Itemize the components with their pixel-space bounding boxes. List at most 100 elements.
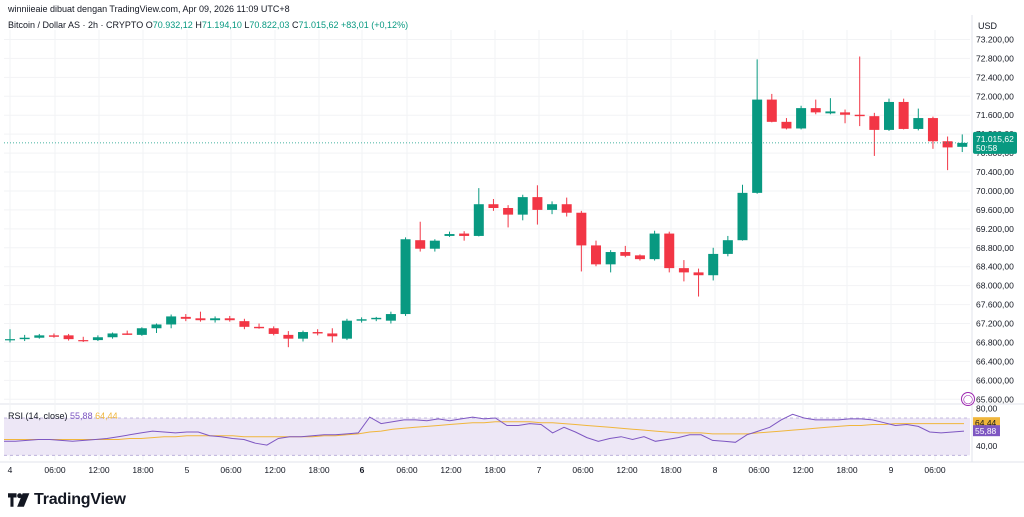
x-tick-label: 12:00 bbox=[792, 465, 814, 475]
rsi-label: RSI (14, close) bbox=[8, 411, 68, 421]
alert-bell-icon[interactable]: ◯ bbox=[961, 392, 975, 406]
tradingview-logo-icon bbox=[8, 493, 30, 507]
y-tick-label: 72.400,00 bbox=[976, 72, 1014, 82]
candle-body bbox=[708, 253, 719, 276]
candle-body bbox=[122, 333, 133, 335]
candle-body bbox=[898, 101, 909, 129]
candle-body bbox=[166, 316, 177, 325]
candle-body bbox=[488, 204, 499, 209]
candle-body bbox=[268, 328, 279, 334]
candle-body bbox=[649, 233, 660, 260]
candle-body bbox=[92, 337, 103, 341]
x-tick-label: 12:00 bbox=[264, 465, 286, 475]
y-tick-label: 67.200,00 bbox=[976, 319, 1014, 329]
candle-body bbox=[107, 333, 118, 338]
y-tick-label: 69.600,00 bbox=[976, 205, 1014, 215]
x-tick-label: 18:00 bbox=[836, 465, 858, 475]
candle-body bbox=[254, 326, 265, 329]
brand-name: TradingView bbox=[34, 491, 126, 508]
rsi-ma-value: 64,44 bbox=[95, 411, 118, 421]
candle-body bbox=[224, 318, 235, 321]
candle-body bbox=[591, 245, 601, 265]
candle-body bbox=[547, 204, 558, 210]
candle-body bbox=[605, 252, 616, 265]
candle-body bbox=[840, 112, 851, 115]
high-label: H bbox=[195, 20, 202, 30]
candle-body bbox=[429, 240, 440, 249]
y-tick-label: 72.800,00 bbox=[976, 53, 1014, 63]
y-tick-label: 68.400,00 bbox=[976, 262, 1014, 272]
last-price-label-bg bbox=[973, 131, 1017, 154]
close-label: C bbox=[291, 20, 299, 30]
rsi-axis-label: 55,88 bbox=[975, 426, 997, 436]
symbol-ohlc-legend[interactable]: Bitcoin / Dollar AS · 2h · CRYPTO O70.93… bbox=[8, 20, 408, 30]
y-tick-label: 73.200,00 bbox=[976, 34, 1014, 44]
close-value: 71.015,62 bbox=[298, 20, 339, 30]
candle-body bbox=[78, 340, 89, 342]
candle-body bbox=[151, 324, 162, 329]
rsi-band bbox=[4, 418, 970, 456]
candle-body bbox=[341, 320, 352, 339]
candle-body bbox=[664, 233, 675, 269]
candle-body bbox=[825, 111, 836, 114]
candle-body bbox=[327, 333, 338, 337]
candle-body bbox=[957, 142, 968, 147]
candle-body bbox=[48, 335, 59, 337]
candle-body bbox=[298, 332, 308, 339]
candle-body bbox=[356, 319, 367, 321]
rsi-ma-axis-label: 64,44 bbox=[975, 418, 997, 428]
attribution-text: winniieaie dibuat dengan TradingView.com… bbox=[8, 4, 290, 14]
x-tick-label: 12:00 bbox=[88, 465, 110, 475]
candle-body bbox=[444, 234, 455, 236]
y-tick-label: 66.400,00 bbox=[976, 356, 1014, 366]
candle-body bbox=[796, 108, 807, 129]
rsi-ma-line bbox=[4, 421, 964, 440]
candle-body bbox=[942, 141, 953, 148]
candle-body bbox=[19, 337, 30, 340]
x-tick-label: 4 bbox=[8, 465, 13, 475]
high-value: 71.194,10 bbox=[201, 20, 242, 30]
last-price-label: 71.015,62 bbox=[976, 134, 1014, 144]
x-tick-label: 7 bbox=[537, 465, 542, 475]
x-tick-label: 18:00 bbox=[308, 465, 330, 475]
x-tick-label: 06:00 bbox=[748, 465, 770, 475]
candle-body bbox=[634, 255, 645, 260]
x-tick-label: 06:00 bbox=[572, 465, 594, 475]
candle-body bbox=[415, 240, 426, 249]
rsi-axis-bg bbox=[973, 425, 1000, 437]
candle-body bbox=[620, 252, 631, 256]
x-tick-label: 12:00 bbox=[616, 465, 638, 475]
candle-body bbox=[884, 101, 894, 130]
rsi-y-tick-label: 80,00 bbox=[976, 404, 998, 414]
symbol-name[interactable]: Bitcoin / Dollar AS · 2h · CRYPTO bbox=[8, 20, 144, 30]
x-tick-label: 9 bbox=[889, 465, 894, 475]
rsi-legend[interactable]: RSI (14, close) 55,88 64,44 bbox=[8, 411, 118, 421]
brand-footer[interactable]: TradingView bbox=[8, 490, 126, 510]
candle-body bbox=[400, 239, 411, 315]
candle-body bbox=[854, 114, 865, 117]
candle-body bbox=[693, 272, 704, 276]
rsi-ma-axis-bg bbox=[973, 417, 1000, 429]
candle-body bbox=[459, 233, 470, 236]
y-tick-label: 69.200,00 bbox=[976, 224, 1014, 234]
candle-body bbox=[737, 192, 748, 241]
x-tick-label: 06:00 bbox=[44, 465, 66, 475]
low-label: L bbox=[244, 20, 250, 30]
x-tick-label: 06:00 bbox=[396, 465, 418, 475]
x-tick-label: 18:00 bbox=[660, 465, 682, 475]
countdown-label: 50:58 bbox=[976, 143, 998, 153]
x-tick-label: 06:00 bbox=[924, 465, 946, 475]
rsi-line bbox=[4, 413, 965, 446]
candle-body bbox=[517, 197, 528, 215]
candle-body bbox=[561, 204, 572, 213]
candle-body bbox=[283, 334, 294, 339]
candle-body bbox=[752, 99, 763, 193]
y-tick-label: 65.600,00 bbox=[976, 394, 1014, 404]
x-tick-label: 8 bbox=[713, 465, 718, 475]
candle-body bbox=[576, 212, 587, 246]
y-tick-label: 67.600,00 bbox=[976, 300, 1014, 310]
candle-body bbox=[63, 335, 74, 340]
currency-label[interactable]: USD bbox=[978, 21, 998, 31]
x-tick-label: 12:00 bbox=[440, 465, 462, 475]
